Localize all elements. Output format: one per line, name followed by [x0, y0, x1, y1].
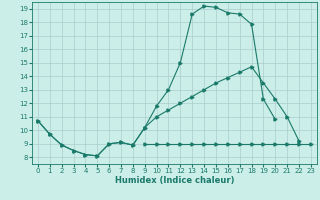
X-axis label: Humidex (Indice chaleur): Humidex (Indice chaleur) — [115, 176, 234, 185]
